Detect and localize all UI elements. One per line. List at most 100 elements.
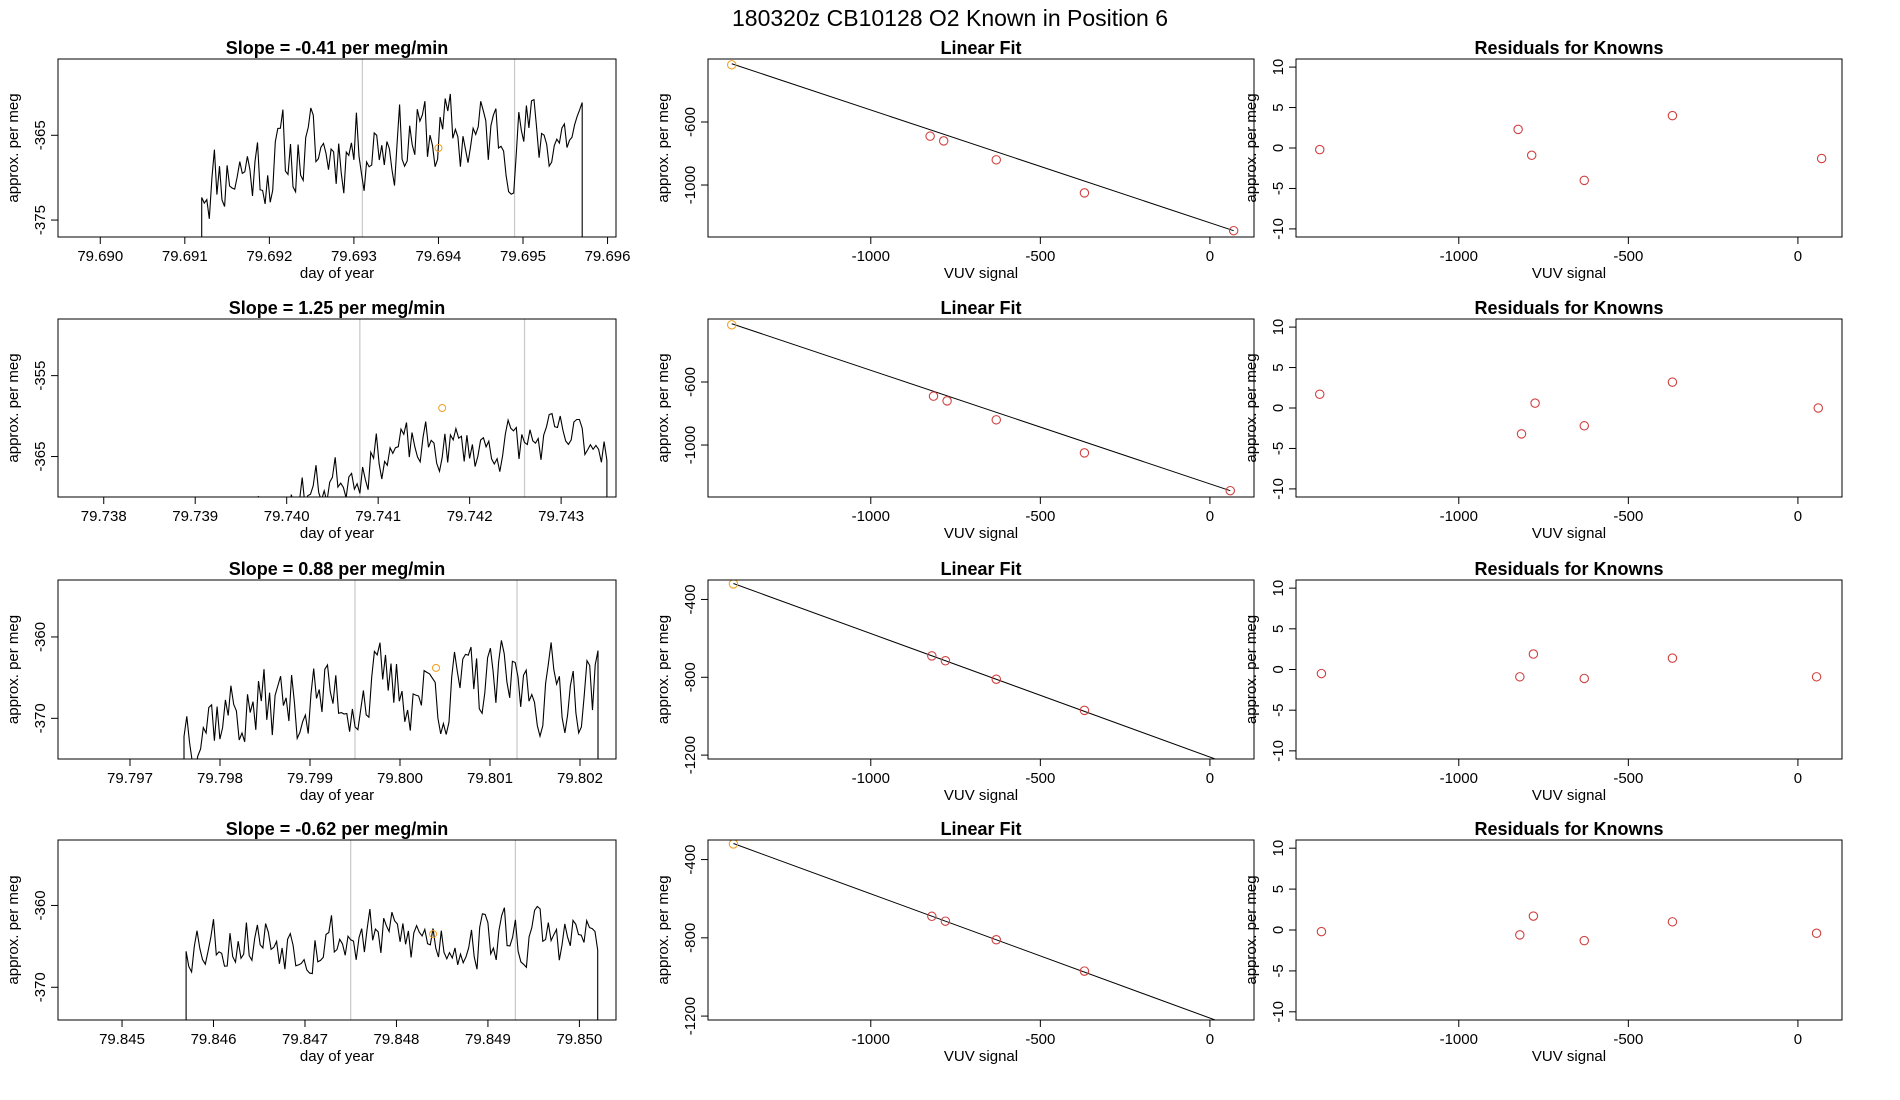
chart-title: Linear Fit bbox=[940, 298, 1021, 318]
y-tick-label: -365 bbox=[32, 120, 49, 150]
y-tick-label: -800 bbox=[682, 662, 699, 692]
y-tick-label: -600 bbox=[682, 367, 699, 397]
y-tick-label: 0 bbox=[1270, 404, 1287, 412]
y-tick-label: 5 bbox=[1270, 625, 1287, 633]
x-tick-label: -500 bbox=[1613, 1031, 1643, 1048]
y-axis-label: approx. per meg bbox=[1243, 93, 1260, 202]
data-point bbox=[1513, 124, 1523, 135]
y-axis-label: approx. per meg bbox=[655, 93, 672, 202]
plot-frame bbox=[707, 839, 1255, 1021]
plot-frame bbox=[57, 579, 617, 760]
chart-panel-3: Residuals for Knowns -1000 -500 0 10 5 0 -5 -10 V… bbox=[1243, 38, 1843, 282]
x-tick-label: 79.849 bbox=[465, 1031, 511, 1048]
y-tick-label: -365 bbox=[32, 442, 49, 472]
chart-panel-9: Residuals for Knowns -1000 -500 0 10 5 0 -5 -10 V… bbox=[1243, 559, 1843, 804]
y-tick-label: 5 bbox=[1270, 363, 1287, 371]
y-axis-label: approx. per meg bbox=[1243, 875, 1260, 984]
x-axis-label: VUV signal bbox=[1532, 525, 1606, 542]
data-point bbox=[1579, 175, 1590, 186]
plot-area bbox=[1316, 911, 1822, 946]
y-tick-label: -400 bbox=[682, 584, 699, 614]
x-tick-label: 0 bbox=[1794, 508, 1802, 525]
x-tick-label: -500 bbox=[1025, 508, 1055, 525]
x-tick-label: 0 bbox=[1794, 248, 1802, 265]
data-point bbox=[1667, 110, 1678, 121]
data-point bbox=[1530, 398, 1540, 408]
y-tick-label: 10 bbox=[1270, 580, 1287, 597]
highlight-point bbox=[432, 663, 440, 672]
x-tick-label: 79.847 bbox=[282, 1031, 328, 1048]
y-tick-label: -800 bbox=[682, 923, 699, 953]
y-axis-label: approx. per meg bbox=[5, 875, 22, 984]
data-point bbox=[1316, 668, 1327, 679]
x-tick-label: 0 bbox=[1206, 248, 1214, 265]
plot-area bbox=[201, 59, 583, 237]
y-axis-label: approx. per meg bbox=[655, 353, 672, 462]
y-tick-label: -5 bbox=[1270, 704, 1287, 717]
data-point bbox=[928, 391, 939, 401]
y-tick-label: -375 bbox=[32, 205, 49, 235]
plot-frame bbox=[1295, 839, 1843, 1021]
data-point bbox=[991, 155, 1002, 165]
x-tick-label: 79.692 bbox=[246, 248, 292, 265]
data-trace bbox=[185, 905, 599, 1020]
plot-frame bbox=[707, 318, 1255, 498]
y-tick-label: 0 bbox=[1270, 926, 1287, 934]
y-tick-label: -10 bbox=[1270, 218, 1287, 240]
chart-title: Linear Fit bbox=[940, 819, 1021, 839]
data-point bbox=[991, 674, 1002, 684]
x-tick-label: 79.800 bbox=[377, 770, 423, 787]
data-trace bbox=[257, 412, 608, 497]
data-point bbox=[1667, 917, 1678, 927]
plot-area bbox=[183, 580, 599, 759]
x-axis-label: VUV signal bbox=[944, 1048, 1018, 1065]
data-point bbox=[940, 655, 951, 666]
data-point bbox=[927, 911, 937, 922]
data-point bbox=[1667, 377, 1678, 387]
plot-frame bbox=[1295, 58, 1843, 238]
x-tick-label: 79.845 bbox=[99, 1031, 145, 1048]
plot-area bbox=[728, 580, 1217, 759]
x-tick-label: -1000 bbox=[852, 508, 890, 525]
plot-area bbox=[1316, 649, 1822, 684]
x-tick-label: -1000 bbox=[852, 248, 890, 265]
data-point bbox=[1224, 1021, 1232, 1029]
data-point bbox=[942, 396, 952, 406]
highlight-point bbox=[438, 404, 447, 412]
chart-panel-10: Slope = -0.62 per meg/min 79.845 79.846 79.… bbox=[5, 819, 617, 1065]
y-tick-label: -1000 bbox=[682, 166, 699, 204]
x-axis-label: VUV signal bbox=[1532, 787, 1606, 804]
plot-area bbox=[728, 840, 1232, 1029]
data-point bbox=[1813, 403, 1824, 413]
x-tick-label: 0 bbox=[1794, 770, 1802, 787]
x-tick-label: 79.802 bbox=[557, 770, 603, 787]
x-axis-label: VUV signal bbox=[944, 265, 1018, 282]
data-point bbox=[927, 651, 937, 661]
fit-line bbox=[733, 583, 1217, 759]
y-axis-label: approx. per meg bbox=[655, 875, 672, 984]
x-tick-label: 79.799 bbox=[287, 770, 333, 787]
chart-panel-7: Slope = 0.88 per meg/min 79.797 79.798 79.7… bbox=[5, 559, 617, 804]
y-axis-label: approx. per meg bbox=[1243, 353, 1260, 462]
x-tick-label: -1000 bbox=[1440, 1031, 1478, 1048]
y-tick-label: -370 bbox=[32, 703, 49, 733]
plot-area bbox=[257, 319, 608, 497]
data-point bbox=[1811, 928, 1822, 939]
y-tick-label: -5 bbox=[1270, 182, 1287, 195]
y-axis-label: approx. per meg bbox=[5, 615, 22, 724]
y-tick-label: 0 bbox=[1270, 665, 1287, 673]
data-point bbox=[1316, 926, 1327, 937]
x-tick-label: -1000 bbox=[852, 1031, 890, 1048]
x-tick-label: 0 bbox=[1206, 508, 1214, 525]
data-point bbox=[1225, 485, 1236, 496]
x-tick-label: 0 bbox=[1794, 1031, 1802, 1048]
chart-title: Residuals for Knowns bbox=[1474, 298, 1663, 318]
data-point bbox=[1314, 389, 1325, 399]
plot-frame bbox=[57, 839, 617, 1021]
x-tick-label: -1000 bbox=[1440, 508, 1478, 525]
data-trace bbox=[183, 640, 599, 759]
highlight-point bbox=[429, 930, 438, 939]
data-point bbox=[1667, 653, 1678, 663]
chart-title: Slope = -0.62 per meg/min bbox=[226, 819, 449, 839]
x-tick-label: 79.738 bbox=[81, 508, 127, 525]
